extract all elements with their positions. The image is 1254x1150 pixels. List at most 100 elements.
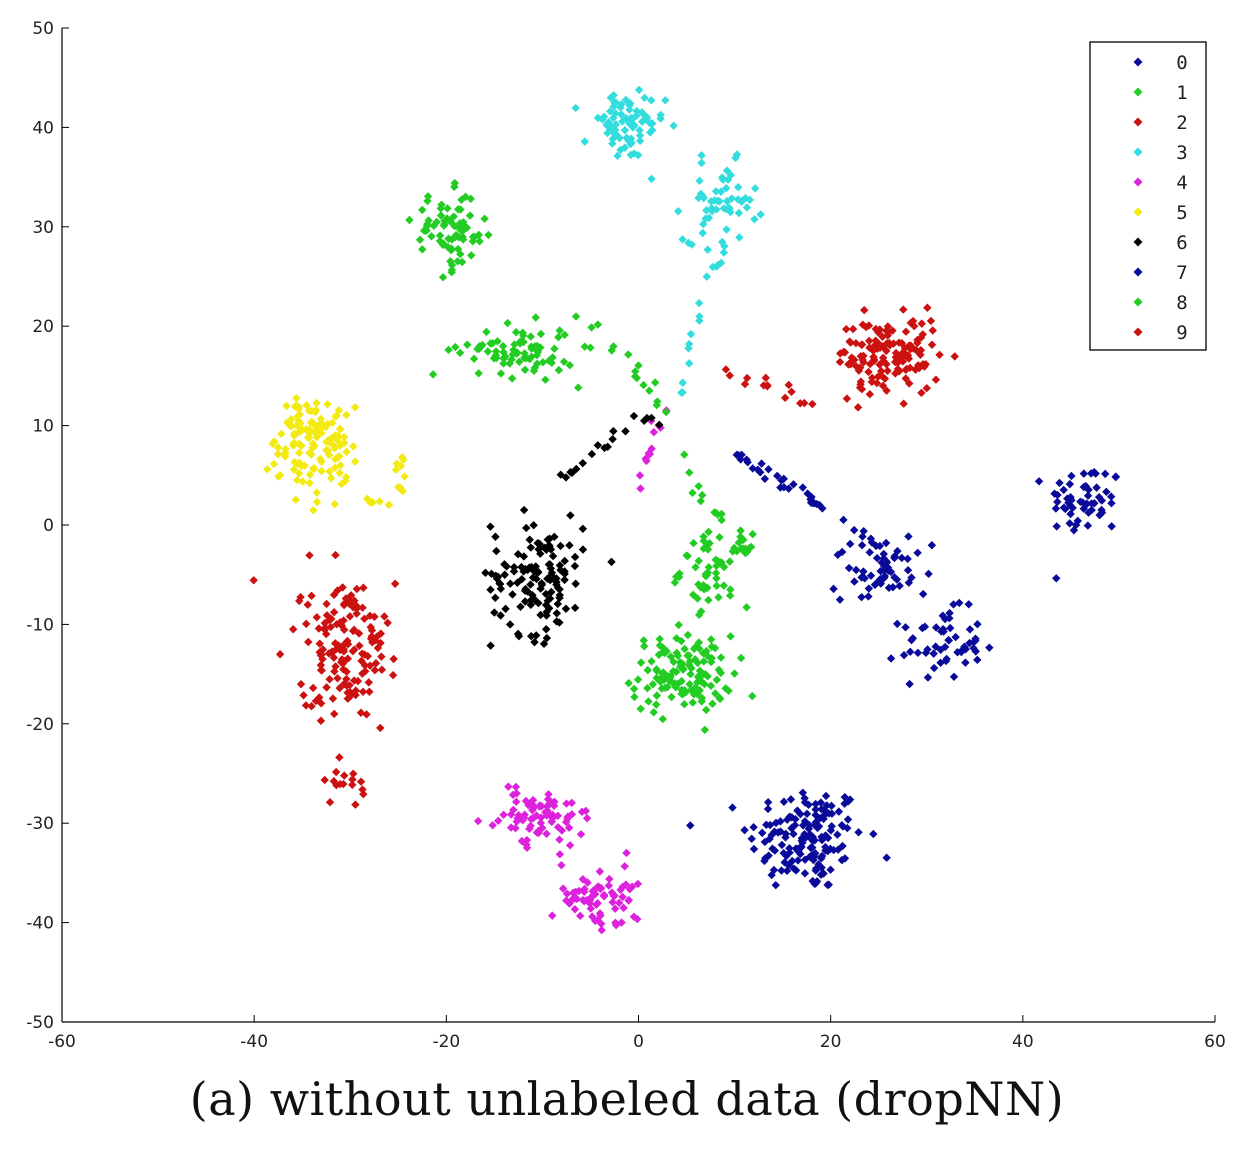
point-class-8 (463, 340, 472, 349)
point-class-6 (560, 556, 569, 566)
point-class-3 (661, 96, 670, 105)
point-class-7 (812, 499, 822, 509)
y-tick-label: -10 (26, 615, 54, 635)
point-class-2 (343, 639, 353, 649)
point-class-1 (717, 515, 726, 525)
point-class-1 (629, 684, 639, 694)
point-class-0 (788, 856, 797, 866)
point-class-9 (917, 388, 926, 398)
point-class-0 (1069, 526, 1079, 535)
point-class-8 (526, 332, 535, 341)
point-class-2 (320, 775, 329, 785)
point-class-2 (356, 708, 366, 717)
point-class-5 (375, 497, 384, 506)
point-class-6 (531, 596, 540, 605)
point-class-2 (343, 694, 352, 703)
point-class-3 (701, 214, 710, 223)
point-class-0 (1079, 469, 1089, 478)
point-class-7 (864, 592, 873, 601)
point-class-8 (488, 339, 497, 348)
point-class-0 (949, 600, 958, 609)
point-class-8 (447, 265, 457, 275)
point-class-6 (560, 569, 569, 579)
point-class-6 (655, 420, 664, 430)
point-class-0 (1034, 477, 1044, 486)
point-class-6 (533, 538, 542, 548)
point-class-4 (562, 799, 571, 808)
point-class-0 (826, 844, 835, 854)
point-class-8 (469, 354, 479, 363)
y-tick-label: 20 (32, 317, 54, 337)
point-class-1 (688, 698, 697, 707)
point-class-2 (322, 629, 331, 639)
point-class-3 (647, 96, 656, 105)
point-class-3 (684, 359, 694, 368)
point-class-1 (672, 648, 681, 658)
point-class-8 (455, 348, 465, 358)
point-class-2 (330, 639, 340, 648)
point-class-0 (1086, 469, 1096, 478)
point-class-5 (330, 454, 340, 464)
point-class-1 (704, 563, 713, 572)
point-class-9 (840, 348, 850, 357)
point-class-2 (335, 753, 344, 762)
point-class-9 (950, 352, 959, 361)
point-class-8 (465, 211, 475, 220)
point-class-9 (873, 372, 883, 381)
point-class-1 (712, 675, 722, 685)
point-class-3 (697, 151, 706, 160)
point-class-2 (311, 696, 321, 706)
point-class-2 (343, 654, 353, 663)
point-class-5 (323, 400, 332, 409)
point-class-7 (890, 553, 899, 563)
point-class-3 (678, 388, 687, 397)
point-class-0 (1066, 501, 1075, 510)
point-class-1 (649, 708, 658, 717)
point-class-8 (483, 347, 493, 356)
point-class-1 (736, 532, 745, 541)
point-class-2 (332, 620, 341, 629)
point-class-5 (334, 405, 344, 415)
point-class-6 (492, 574, 502, 583)
point-class-2 (307, 591, 316, 601)
point-class-0 (819, 869, 828, 878)
point-class-4 (580, 884, 589, 894)
point-class-6 (566, 511, 575, 520)
point-class-2 (342, 667, 351, 676)
point-class-1 (701, 705, 711, 715)
x-tick-label: 20 (820, 1032, 842, 1052)
point-class-8 (501, 352, 510, 361)
point-class-0 (826, 865, 835, 874)
point-class-0 (969, 643, 978, 653)
point-class-0 (814, 822, 824, 831)
point-class-0 (857, 541, 867, 550)
point-class-1 (685, 657, 694, 666)
point-class-9 (905, 379, 914, 388)
point-class-6 (536, 610, 545, 620)
point-class-6 (522, 523, 531, 533)
point-class-2 (339, 616, 348, 625)
point-class-6 (496, 611, 505, 620)
point-class-8 (474, 369, 483, 378)
point-class-4 (577, 807, 587, 817)
point-class-2 (371, 659, 381, 668)
point-class-3 (647, 174, 656, 184)
point-class-7 (857, 573, 866, 582)
point-class-5 (291, 495, 301, 504)
point-class-9 (911, 365, 920, 374)
point-class-4 (514, 811, 523, 820)
point-class-3 (702, 272, 711, 281)
point-class-2 (377, 665, 387, 674)
point-class-9 (883, 331, 892, 340)
point-class-1 (703, 583, 712, 593)
point-class-0 (800, 794, 809, 803)
point-class-0 (1087, 505, 1096, 515)
point-class-3 (634, 85, 644, 95)
y-tick-label: -40 (26, 914, 54, 934)
point-class-2 (370, 612, 379, 621)
point-class-4 (636, 484, 645, 493)
point-class-0 (800, 869, 810, 878)
point-class-9 (861, 322, 871, 332)
point-class-3 (678, 235, 687, 244)
point-class-4 (590, 890, 600, 899)
